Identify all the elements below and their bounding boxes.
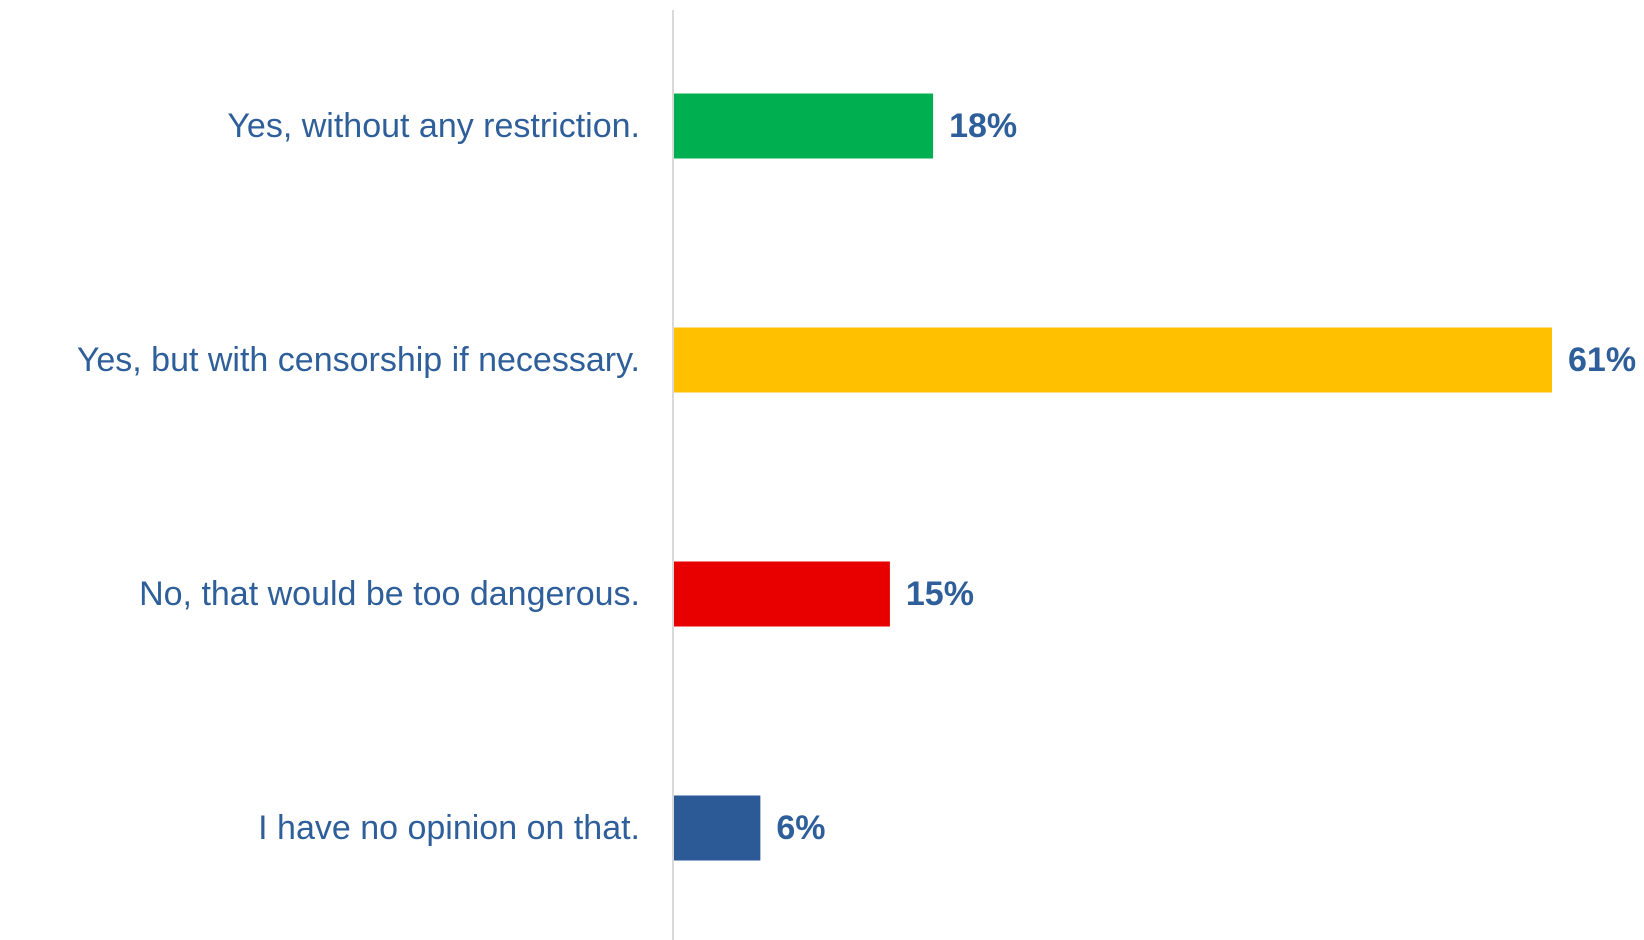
value-label: 61% xyxy=(1568,341,1636,379)
category-label: Yes, but with censorship if necessary. xyxy=(77,341,640,379)
bar xyxy=(674,327,1552,393)
value-label: 15% xyxy=(906,575,974,613)
category-label: I have no opinion on that. xyxy=(258,809,640,847)
bars-layer: Yes, without any restriction. 18% Yes, but… xyxy=(77,93,1636,861)
category-label: Yes, without any restriction. xyxy=(227,107,640,145)
bar xyxy=(674,93,934,159)
value-label: 6% xyxy=(776,809,825,847)
bar xyxy=(674,561,890,627)
bar xyxy=(674,795,761,861)
category-label: No, that would be too dangerous. xyxy=(139,575,640,613)
value-label: 18% xyxy=(949,107,1017,145)
